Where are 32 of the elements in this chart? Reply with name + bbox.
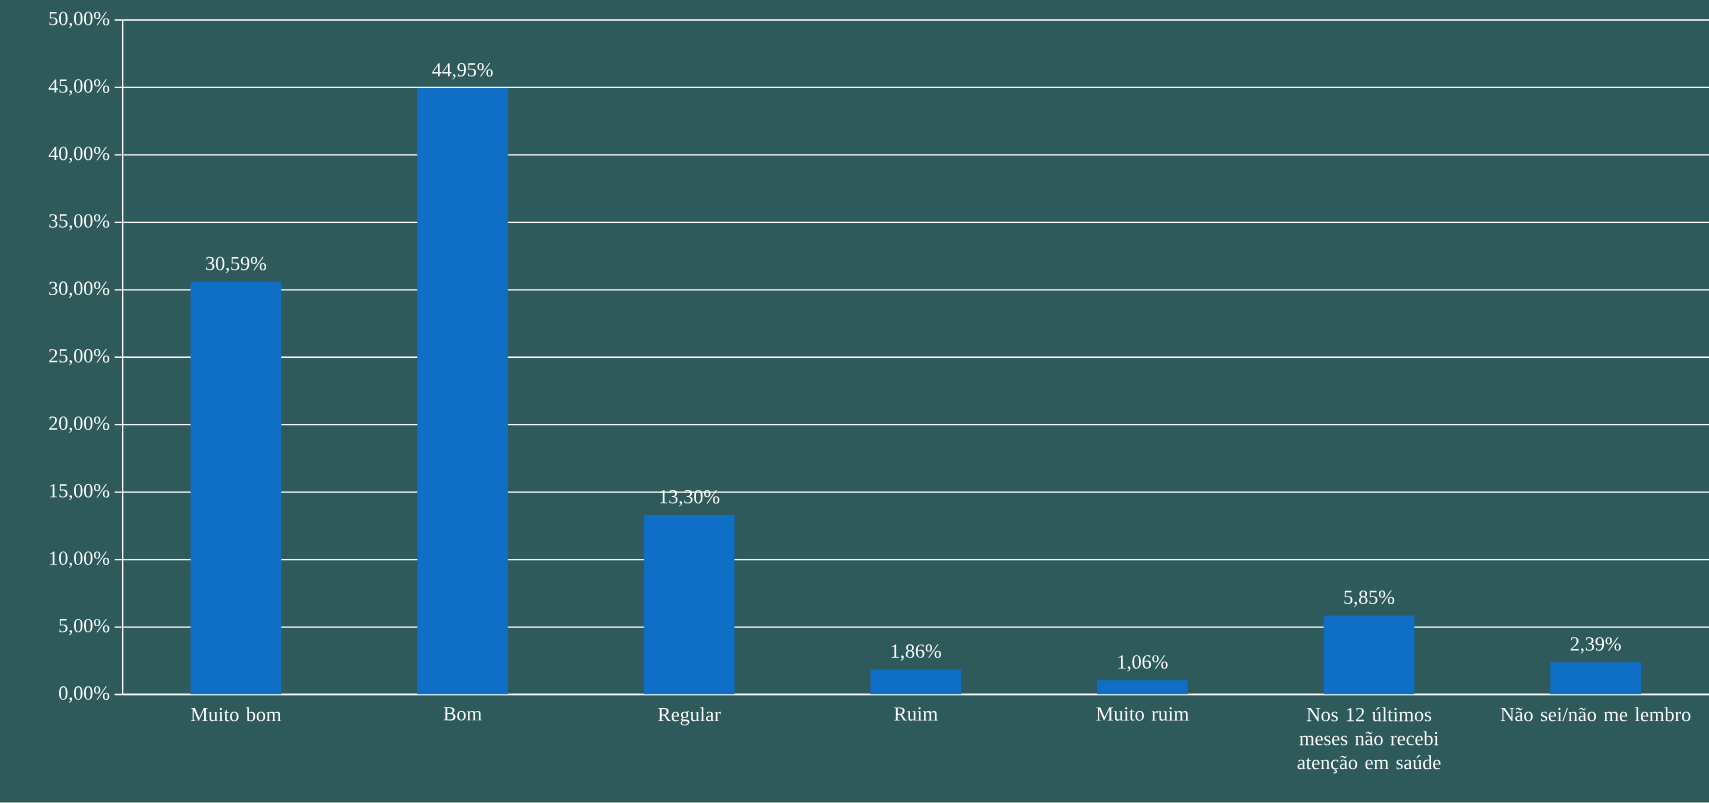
y-tick-label: 40,00% [48,146,110,164]
x-tick-label: Bom [443,707,482,721]
y-tick-label: 25,00% [49,349,110,366]
data-label: 5,85% [1344,590,1395,608]
data-label: 30,59% [206,257,267,274]
data-label: 1,06% [1118,655,1168,672]
data-label: 1,86% [891,644,941,661]
bar [190,282,282,695]
y-tick-label: 5,00% [59,619,110,636]
y-tick-label: 15,00% [50,484,110,501]
x-tick-label: Muito bom [191,707,282,722]
bar [643,515,735,695]
y-tick-label: 0,00% [59,686,110,703]
data-label: 44,95% [432,63,493,80]
y-tick-label: 30,00% [49,281,110,299]
y-tick-label: 50,00% [49,12,110,29]
data-label: 2,39% [1570,637,1621,654]
bar [870,669,962,695]
x-tick-label: Ruim [894,707,938,721]
x-tick-label: Muito ruim [1096,707,1189,721]
bar [417,88,508,695]
y-tick-label: 20,00% [49,416,110,434]
data-label: 13,30% [660,490,720,507]
y-tick-label: 45,00% [48,79,110,96]
x-tick-label: Regular [658,707,721,726]
bar [1097,680,1188,695]
y-tick-label: 10,00% [50,551,110,569]
bar [1323,615,1415,695]
x-tick-label: Nos 12 últimos meses não recebi atenção em saúde [1297,707,1441,774]
x-tick-label: Não sei/não me lembro [1500,707,1691,722]
bar [1550,662,1642,695]
y-tick-label: 35,00% [49,214,110,231]
